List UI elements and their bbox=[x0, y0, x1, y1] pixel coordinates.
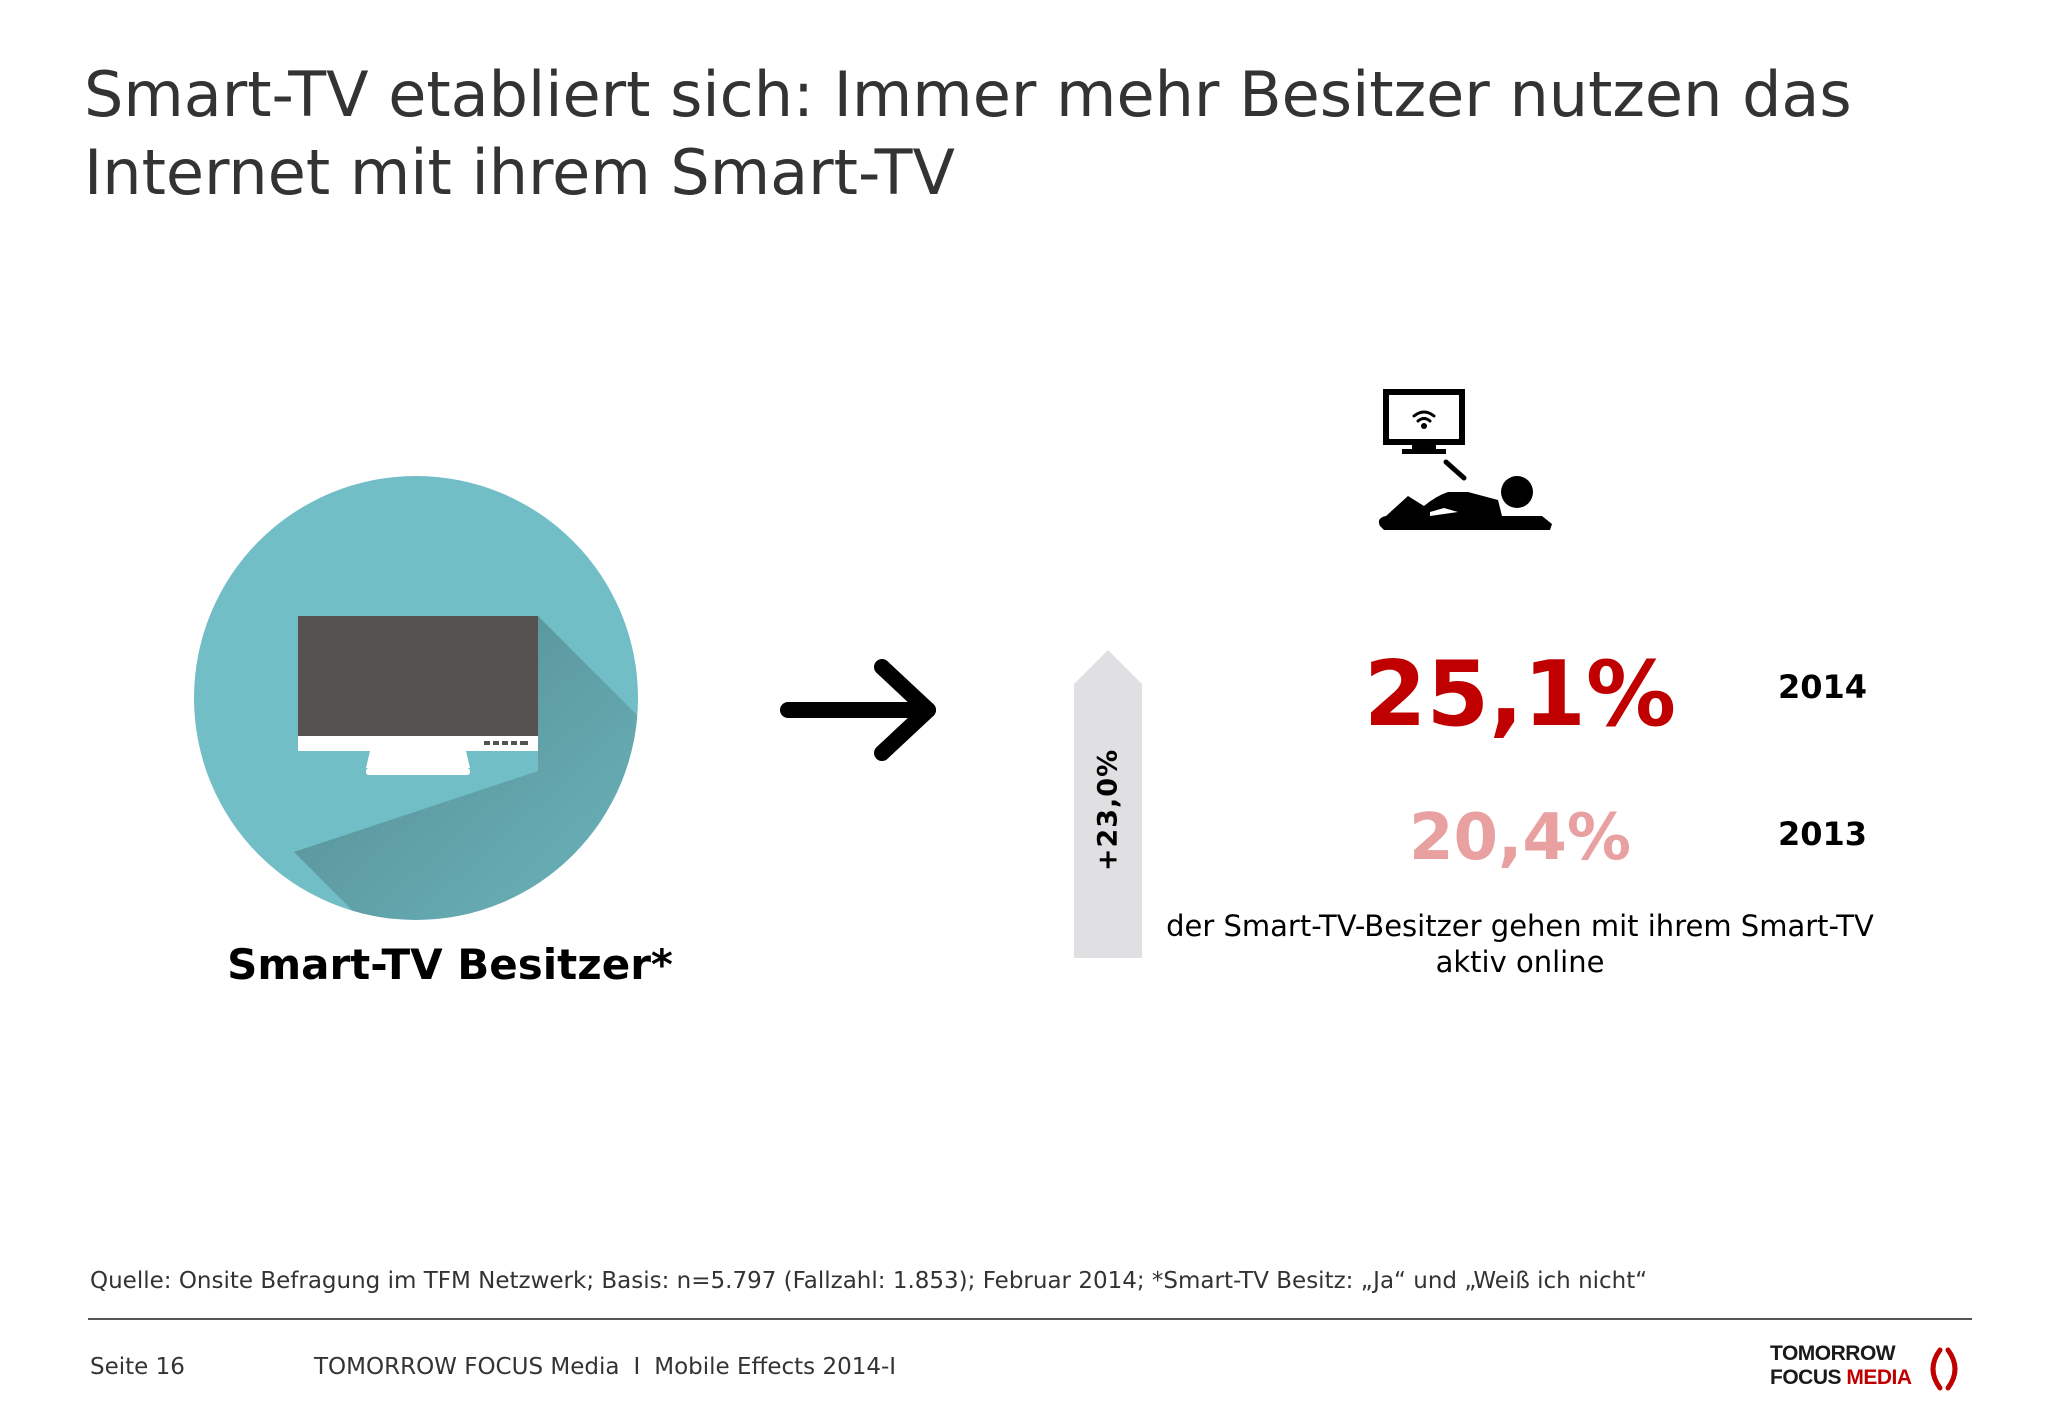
smart-tv-icon bbox=[194, 476, 638, 920]
person-watching-tv-icon bbox=[1378, 389, 1552, 530]
stat-year-2014: 2014 bbox=[1778, 668, 1868, 706]
logo-line-1: TOMORROW bbox=[1770, 1342, 1896, 1365]
logo-media: MEDIA bbox=[1846, 1366, 1912, 1389]
logo-mark-icon bbox=[1930, 1347, 1958, 1391]
company-logo: TOMORROW FOCUS MEDIA bbox=[1770, 1342, 1970, 1394]
page-title: Smart-TV etabliert sich: Immer mehr Besi… bbox=[84, 58, 1852, 209]
growth-arrow-icon bbox=[1074, 650, 1142, 958]
footer-company: TOMORROW FOCUS Media I Mobile Effects 2014… bbox=[314, 1354, 896, 1380]
company-name: TOMORROW FOCUS Media bbox=[314, 1354, 620, 1380]
stat-description: der Smart-TV-Besitzer gehen mit ihrem Sm… bbox=[1166, 909, 1874, 979]
footer-separator: I bbox=[633, 1354, 641, 1380]
page-number: Seite 16 bbox=[90, 1354, 185, 1380]
owner-label: Smart-TV Besitzer* bbox=[227, 940, 673, 989]
logo-line-2: FOCUS MEDIA bbox=[1770, 1366, 1912, 1390]
logo-focus: FOCUS bbox=[1770, 1366, 1847, 1389]
report-name: Mobile Effects 2014-I bbox=[654, 1354, 897, 1380]
footer-divider bbox=[88, 1318, 1972, 1320]
stat-year-2013: 2013 bbox=[1778, 815, 1868, 853]
growth-value: +23,0% bbox=[1092, 748, 1124, 872]
arrow-right-icon bbox=[780, 659, 936, 761]
stat-value-2014: 25,1% bbox=[1363, 642, 1677, 747]
source-note: Quelle: Onsite Befragung im TFM Netzwerk… bbox=[90, 1268, 1648, 1294]
stat-value-2013: 20,4% bbox=[1408, 801, 1632, 875]
